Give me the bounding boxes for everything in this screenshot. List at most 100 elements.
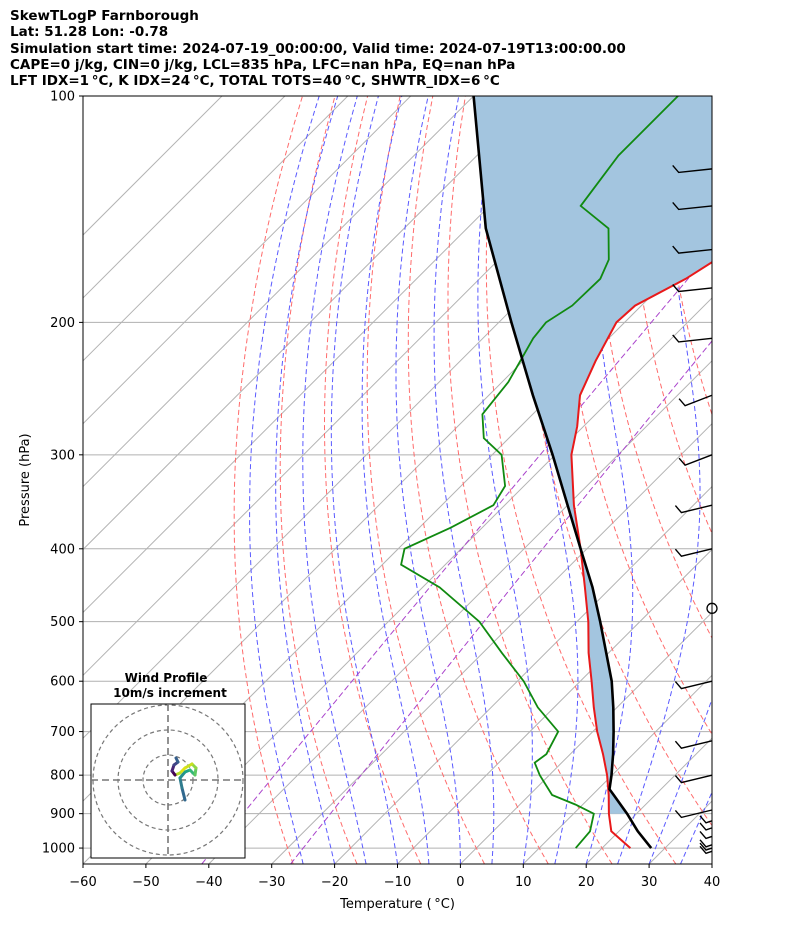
parcel-trace — [472, 96, 653, 849]
moist-adiabat — [275, 96, 339, 864]
dry-adiabat — [366, 96, 485, 864]
dry-adiabat — [759, 96, 794, 864]
x-tick-label: 0 — [456, 875, 464, 890]
y-tick-label: 500 — [50, 615, 75, 630]
wind-barb — [678, 394, 713, 407]
dry-adiabat — [660, 96, 712, 416]
wind-barb — [699, 830, 713, 840]
x-tick-label: −50 — [132, 875, 159, 890]
isotherm — [83, 96, 223, 236]
y-tick-label: 1000 — [42, 842, 75, 857]
mixing-ratio-line — [290, 340, 712, 864]
moist-adiabat — [680, 790, 712, 864]
wind-profile-inset: Wind Profile 10m/s increment — [90, 671, 246, 859]
moist-adiabat — [249, 96, 320, 864]
x-tick-label: −20 — [321, 875, 348, 890]
x-tick-label: 40 — [704, 875, 721, 890]
dewpoint-trace — [400, 96, 679, 849]
y-tick-label: 600 — [50, 675, 75, 690]
wind-barb — [674, 548, 713, 557]
wind-barb — [672, 201, 713, 211]
moist-adiabat — [744, 96, 794, 864]
inset-ring-30 — [92, 704, 244, 856]
background-lines — [83, 96, 794, 864]
isotherm — [334, 485, 712, 864]
isotherm — [83, 96, 412, 425]
profile-traces — [400, 96, 712, 849]
x-tick-label: 30 — [641, 875, 658, 890]
x-tick-label: −40 — [195, 875, 222, 890]
inset-ring-20 — [117, 729, 219, 831]
dry-adiabat — [233, 96, 303, 864]
wind-barb — [674, 680, 713, 690]
cape-area — [473, 96, 712, 814]
inset-title: Wind Profile — [125, 671, 208, 685]
wind-barb — [672, 245, 713, 254]
temperature-trace — [570, 261, 712, 849]
dry-adiabat — [279, 96, 358, 864]
hodograph-segment — [180, 786, 187, 802]
moist-adiabat — [711, 862, 712, 864]
isotherm — [271, 422, 712, 864]
wind-barb — [672, 334, 713, 343]
isotherm — [83, 96, 537, 551]
isotherm — [145, 297, 712, 864]
wind-barb — [674, 740, 713, 749]
isotherm — [83, 96, 474, 488]
hodograph-trace — [170, 756, 198, 802]
y-tick-label: 400 — [50, 542, 75, 557]
wind-barb — [678, 454, 713, 467]
y-tick-label: 900 — [50, 807, 75, 822]
y-axis-ticks: 100 200 300 400 500 600 700 800 900 1000 — [42, 90, 83, 857]
moist-adiabat — [330, 96, 398, 864]
wind-barb — [699, 815, 713, 824]
moist-adiabat — [302, 96, 367, 864]
isotherm — [522, 674, 712, 864]
moist-adiabat — [395, 96, 461, 864]
dry-adiabat — [726, 96, 794, 864]
x-tick-label: 10 — [515, 875, 532, 890]
wind-barb — [699, 845, 713, 855]
isotherm — [83, 96, 286, 299]
isotherm — [83, 96, 600, 614]
y-axis-label: Pressure (hPa) — [18, 433, 33, 526]
isotherm — [711, 863, 712, 864]
wind-barb — [674, 809, 713, 819]
wind-barb — [672, 164, 713, 174]
chart-header: SkewTLogP Farnborough Lat: 51.28 Lon: -0… — [10, 8, 626, 89]
hodograph-segment — [174, 756, 180, 764]
simulation-time-line: Simulation start time: 2024-07-19_00:00:… — [10, 40, 626, 57]
x-tick-label: −60 — [69, 875, 96, 890]
wind-barbs — [672, 164, 718, 855]
x-tick-label: 20 — [578, 875, 595, 890]
x-axis-label: Temperature ( °C) — [339, 897, 455, 912]
wind-barb — [674, 774, 713, 784]
moist-adiabat — [585, 96, 634, 864]
moist-adiabat — [648, 697, 712, 864]
isotherm — [460, 611, 712, 864]
cin-shading — [473, 96, 712, 814]
x-tick-label: −10 — [384, 875, 411, 890]
isotherm — [397, 548, 712, 864]
isotherm — [83, 96, 349, 362]
wind-barb — [672, 284, 713, 293]
wind-barb — [699, 842, 713, 851]
y-tick-label: 200 — [50, 316, 75, 331]
wind-barb — [674, 504, 713, 514]
moist-adiabat — [361, 96, 430, 864]
hodograph-segment — [178, 776, 184, 790]
inset-subtitle: 10m/s increment — [113, 686, 227, 700]
y-tick-label: 300 — [50, 448, 75, 463]
dry-adiabat — [407, 96, 549, 864]
y-tick-label: 800 — [50, 769, 75, 784]
dry-adiabat — [485, 96, 677, 864]
x-tick-label: −30 — [258, 875, 285, 890]
location-line: Lat: 51.28 Lon: -0.78 — [10, 24, 169, 41]
indices-line: LFT IDX=1 °C, K IDX=24 °C, TOTAL TOTS=40… — [10, 73, 500, 90]
wind-barb — [699, 822, 713, 831]
inset-ring-10 — [142, 754, 194, 806]
dry-adiabat — [593, 96, 712, 639]
chart-title: SkewTLogP Farnborough — [10, 8, 199, 24]
y-tick-label: 700 — [50, 725, 75, 740]
